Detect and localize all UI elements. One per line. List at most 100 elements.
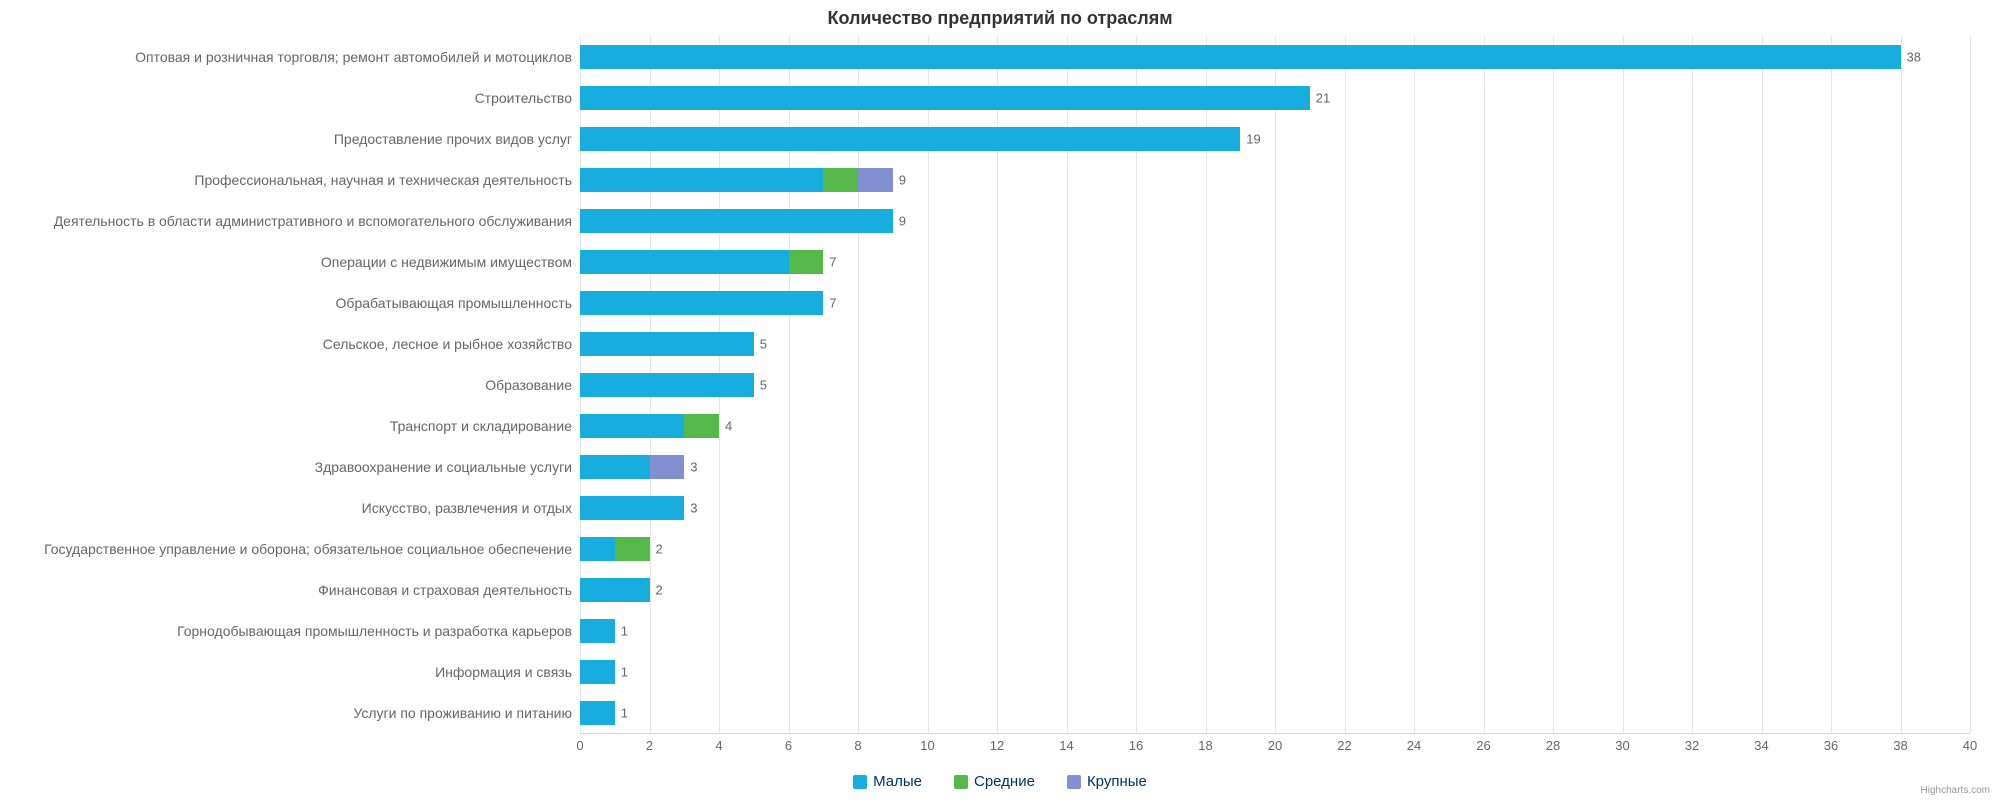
x-tick-label: 34 — [1754, 738, 1768, 753]
bar-row — [580, 414, 719, 438]
x-tick-label: 14 — [1059, 738, 1073, 753]
bar-segment[interactable] — [580, 373, 754, 397]
gridline — [1275, 36, 1276, 733]
x-tick-label: 26 — [1476, 738, 1490, 753]
chart-body: Оптовая и розничная торговля; ремонт авт… — [0, 36, 2000, 734]
bar-segment[interactable] — [580, 291, 823, 315]
x-tick-label: 18 — [1198, 738, 1212, 753]
legend: Малые Средние Крупные — [0, 764, 2000, 800]
bar-segment[interactable] — [580, 701, 615, 725]
bar-total-label: 2 — [656, 542, 663, 557]
category-label: Информация и связь — [0, 664, 572, 680]
bar-segment[interactable] — [580, 537, 615, 561]
bar-row — [580, 578, 650, 602]
gridline — [1692, 36, 1693, 733]
gridline — [1831, 36, 1832, 733]
gridline — [1345, 36, 1346, 733]
bar-segment[interactable] — [650, 455, 685, 479]
bar-row — [580, 373, 754, 397]
category-label: Предоставление прочих видов услуг — [0, 131, 572, 147]
category-label: Обрабатывающая промышленность — [0, 295, 572, 311]
bar-segment[interactable] — [580, 496, 684, 520]
legend-swatch — [1067, 775, 1081, 789]
bar-segment[interactable] — [789, 250, 824, 274]
x-tick-label: 24 — [1407, 738, 1421, 753]
bar-row — [580, 209, 893, 233]
bar-total-label: 9 — [899, 213, 906, 228]
category-label: Строительство — [0, 90, 572, 106]
x-tick-label: 40 — [1963, 738, 1977, 753]
bar-total-label: 3 — [690, 460, 697, 475]
category-label: Горнодобывающая промышленность и разрабо… — [0, 623, 572, 639]
bar-row — [580, 127, 1240, 151]
bar-row — [580, 660, 615, 684]
bar-segment[interactable] — [580, 45, 1901, 69]
category-label: Транспорт и складирование — [0, 418, 572, 434]
bar-row — [580, 86, 1310, 110]
bar-segment[interactable] — [684, 414, 719, 438]
bar-segment[interactable] — [580, 455, 650, 479]
bar-segment[interactable] — [580, 619, 615, 643]
bar-row — [580, 496, 684, 520]
bar-row — [580, 168, 893, 192]
legend-item[interactable]: Крупные — [1067, 764, 1147, 800]
bar-segment[interactable] — [580, 332, 754, 356]
plot-area: 0246810121416182022242628303234363840382… — [580, 36, 1970, 734]
legend-swatch — [853, 775, 867, 789]
bar-segment[interactable] — [580, 414, 684, 438]
y-axis-labels: Оптовая и розничная торговля; ремонт авт… — [0, 36, 580, 734]
category-label: Оптовая и розничная торговля; ремонт авт… — [0, 49, 572, 65]
category-label: Государственное управление и оборона; об… — [0, 541, 572, 557]
x-tick-label: 12 — [990, 738, 1004, 753]
gridline — [1762, 36, 1763, 733]
bar-row — [580, 250, 823, 274]
bar-total-label: 7 — [829, 254, 836, 269]
gridline — [1414, 36, 1415, 733]
legend-swatch — [954, 775, 968, 789]
category-label: Деятельность в области административного… — [0, 213, 572, 229]
bar-segment[interactable] — [580, 86, 1310, 110]
bar-total-label: 5 — [760, 378, 767, 393]
x-tick-label: 38 — [1893, 738, 1907, 753]
x-tick-label: 6 — [785, 738, 792, 753]
x-tick-label: 8 — [854, 738, 861, 753]
bar-segment[interactable] — [580, 660, 615, 684]
x-tick-label: 20 — [1268, 738, 1282, 753]
category-label: Искусство, развлечения и отдых — [0, 500, 572, 516]
legend-label: Средние — [974, 764, 1035, 800]
x-tick-label: 4 — [715, 738, 722, 753]
bar-segment[interactable] — [580, 168, 823, 192]
x-tick-label: 36 — [1824, 738, 1838, 753]
bar-segment[interactable] — [858, 168, 893, 192]
bar-total-label: 1 — [621, 665, 628, 680]
credits-link[interactable]: Highcharts.com — [1921, 785, 1990, 796]
gridline — [1970, 36, 1971, 733]
category-label: Здравоохранение и социальные услуги — [0, 459, 572, 475]
bar-segment[interactable] — [823, 168, 858, 192]
bar-row — [580, 332, 754, 356]
bar-total-label: 7 — [829, 295, 836, 310]
x-tick-label: 0 — [576, 738, 583, 753]
category-label: Образование — [0, 377, 572, 393]
x-tick-label: 16 — [1129, 738, 1143, 753]
bar-row — [580, 45, 1901, 69]
bar-segment[interactable] — [580, 127, 1240, 151]
legend-item[interactable]: Средние — [954, 764, 1035, 800]
bar-segment[interactable] — [580, 209, 893, 233]
bar-row — [580, 291, 823, 315]
x-tick-label: 22 — [1337, 738, 1351, 753]
x-tick-label: 2 — [646, 738, 653, 753]
legend-item[interactable]: Малые — [853, 764, 922, 800]
category-label: Услуги по проживанию и питанию — [0, 705, 572, 721]
chart-title: Количество предприятий по отраслям — [0, 0, 2000, 36]
bar-segment[interactable] — [615, 537, 650, 561]
x-tick-label: 28 — [1546, 738, 1560, 753]
bar-segment[interactable] — [580, 250, 789, 274]
gridline — [1623, 36, 1624, 733]
bar-total-label: 19 — [1246, 131, 1260, 146]
bar-total-label: 1 — [621, 624, 628, 639]
bar-row — [580, 701, 615, 725]
bar-segment[interactable] — [580, 578, 650, 602]
bar-total-label: 1 — [621, 706, 628, 721]
bar-total-label: 21 — [1316, 90, 1330, 105]
